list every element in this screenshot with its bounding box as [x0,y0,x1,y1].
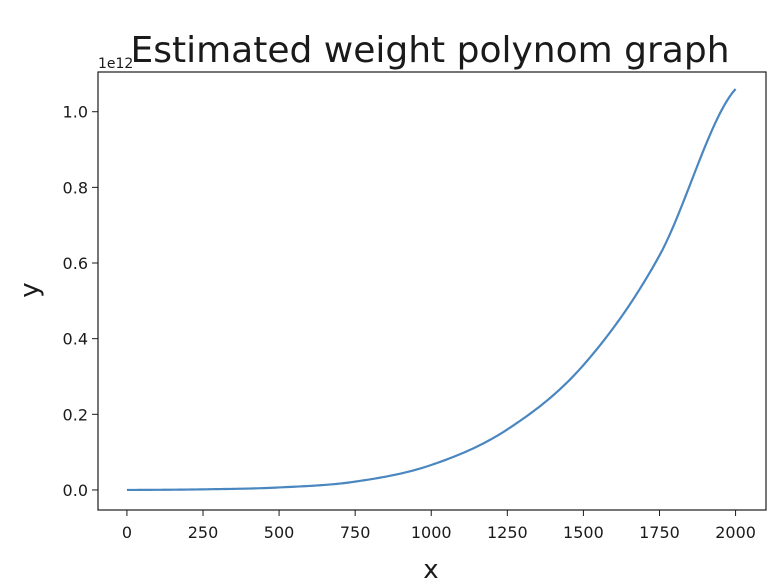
y-tick-label: 0.2 [63,405,88,424]
y-tick-label: 1.0 [63,103,88,122]
chart-title: Estimated weight polynom graph [130,30,729,71]
y-tick-label: 0.8 [63,178,88,197]
x-tick-label: 500 [264,523,295,542]
x-tick-label: 1000 [411,523,452,542]
y-offset-label: 1e12 [98,56,133,72]
x-tick-label: 750 [340,523,371,542]
y-tick-label: 0.6 [63,254,88,273]
y-axis-label: y [15,282,45,297]
x-tick-label: 0 [122,523,132,542]
x-tick-label: 1250 [487,523,528,542]
x-tick-label: 250 [188,523,219,542]
x-tick-label: 1500 [563,523,604,542]
y-tick-label: 0.0 [63,481,88,500]
plot-area: 0 250 500 750 1000 1250 1500 1750 2000 0.0 0.2 0.4 0… [63,71,767,542]
series-line-0 [126,88,737,492]
y-tick-label: 0.4 [63,330,88,349]
x-tick-label: 2000 [715,523,756,542]
x-axis-label: x [423,555,438,585]
axes-frame [97,71,767,511]
x-tick-label: 1750 [639,523,680,542]
